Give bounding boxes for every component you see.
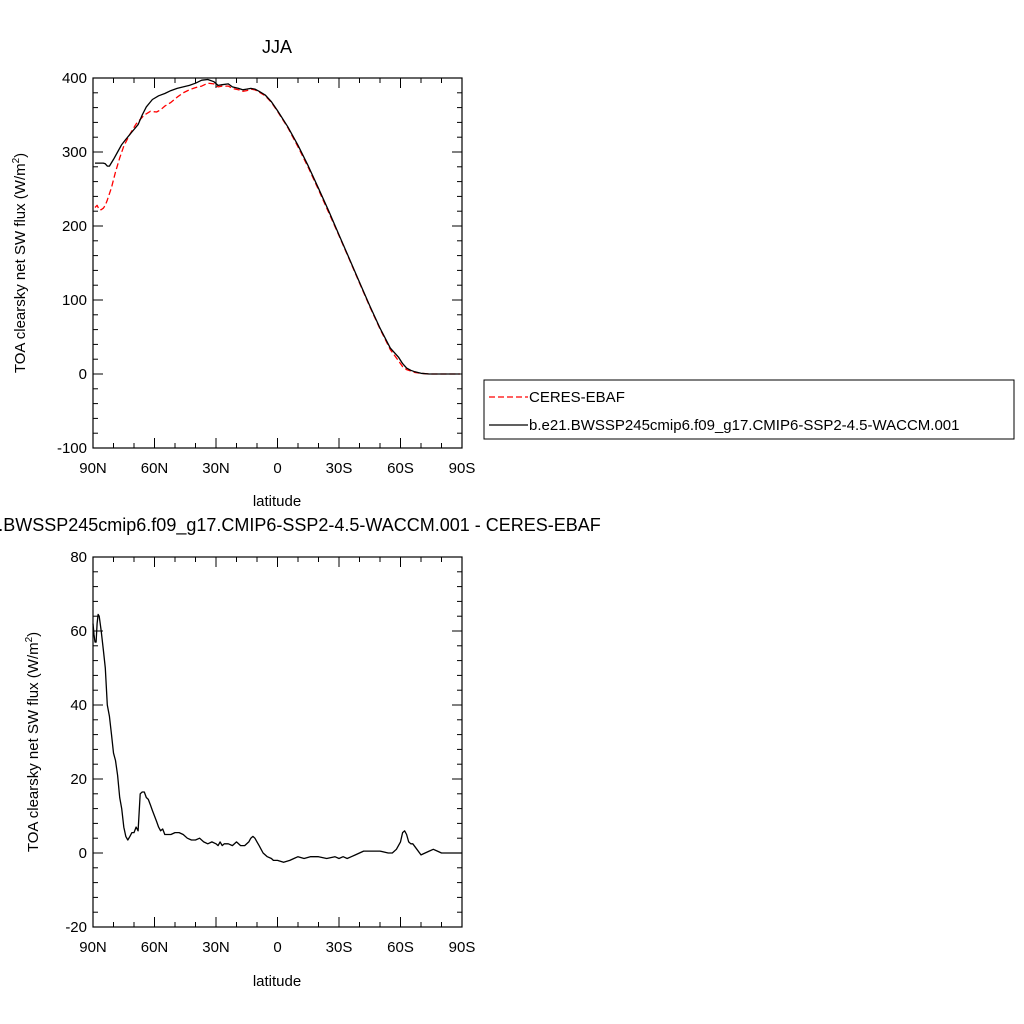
x-tick-label: 0 — [273, 939, 281, 956]
y-tick-label: 60 — [70, 623, 87, 640]
y-tick-labels: -100 0 100 200 300 400 — [57, 70, 87, 457]
x-tick-labels: 90N 60N 30N 0 30S 60S 90S — [79, 460, 475, 477]
x-tick-label: 30N — [202, 460, 230, 477]
x-axis-label: latitude — [253, 493, 301, 510]
series-lines — [92, 613, 462, 863]
plot-frame — [92, 556, 463, 928]
series-line-model — [92, 613, 462, 863]
plot-frame — [92, 77, 463, 449]
x-tick-label: 90S — [449, 939, 476, 956]
y-tick-label: 0 — [79, 845, 87, 862]
x-tick-label: 0 — [273, 460, 281, 477]
x-tick-label: 60S — [387, 939, 414, 956]
x-tick-labels: 90N 60N 30N 0 30S 60S 90S — [79, 939, 475, 956]
legend-label-model: b.e21.BWSSP245cmip6.f09_g17.CMIP6-SSP2-4… — [529, 417, 959, 434]
y-tick-label: 40 — [70, 697, 87, 714]
panel-bottom: b.e21.BWSSP245cmip6.f09_g17.CMIP6-SSP2-4… — [0, 515, 601, 990]
series-line-model — [95, 78, 460, 375]
x-tick-label: 60S — [387, 460, 414, 477]
y-tick-label: -20 — [65, 919, 87, 936]
series-line-ceres-ebaf — [94, 82, 460, 375]
y-tick-label: 300 — [62, 144, 87, 161]
y-tick-label: 100 — [62, 292, 87, 309]
y-axis-label: TOA clearsky net SW flux (W/m2) — [24, 632, 42, 852]
x-axis-label: latitude — [253, 973, 301, 990]
y-tick-label: 400 — [62, 70, 87, 87]
legend-box — [483, 379, 1015, 440]
chart-title: JJA — [262, 37, 292, 57]
legend-label-ceres: CERES-EBAF — [529, 389, 625, 406]
y-tick-label: -100 — [57, 440, 87, 457]
y-tick-labels: -20 0 20 40 60 80 — [65, 549, 87, 936]
x-tick-label: 90N — [79, 460, 107, 477]
x-tick-label: 60N — [141, 460, 169, 477]
chart-title-difference: b.e21.BWSSP245cmip6.f09_g17.CMIP6-SSP2-4… — [0, 515, 601, 536]
tick-marks — [92, 556, 463, 928]
x-tick-label: 90N — [79, 939, 107, 956]
y-tick-label: 80 — [70, 549, 87, 566]
x-tick-label: 30S — [326, 939, 353, 956]
series-lines — [94, 78, 460, 375]
y-tick-label: 20 — [70, 771, 87, 788]
x-tick-label: 30S — [326, 460, 353, 477]
legend: CERES-EBAF b.e21.BWSSP245cmip6.f09_g17.C… — [483, 379, 1015, 440]
x-tick-label: 30N — [202, 939, 230, 956]
tick-marks — [92, 77, 463, 449]
x-tick-label: 60N — [141, 939, 169, 956]
y-tick-label: 0 — [79, 366, 87, 383]
y-tick-label: 200 — [62, 218, 87, 235]
x-tick-label: 90S — [449, 460, 476, 477]
y-axis-label: TOA clearsky net SW flux (W/m2) — [11, 153, 29, 373]
